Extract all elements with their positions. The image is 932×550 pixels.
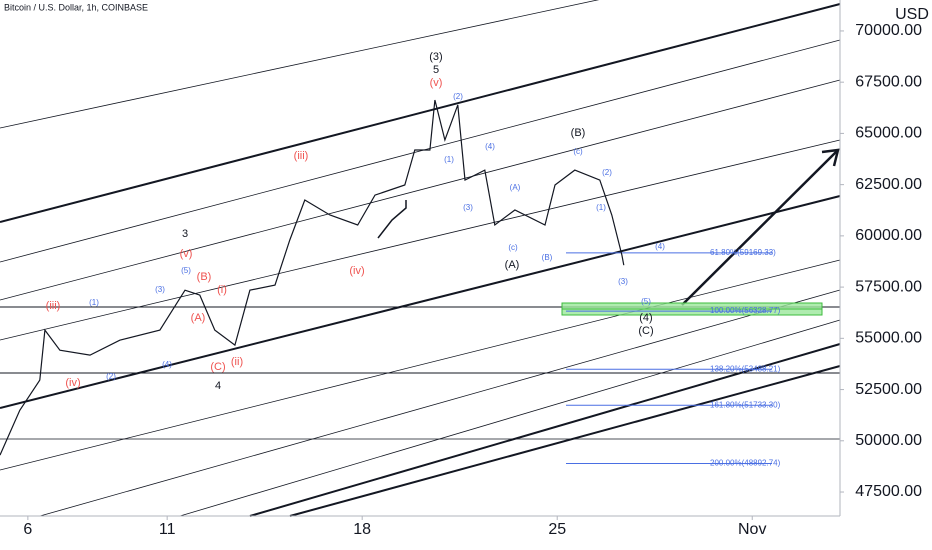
wave-label: (A)	[510, 183, 521, 192]
x-tick-label: 25	[548, 521, 566, 538]
wave-label: (A)	[191, 312, 206, 324]
y-tick-label: 62500.00	[855, 176, 922, 193]
y-tick-label: 67500.00	[855, 73, 922, 90]
wave-label: (ii)	[231, 356, 243, 368]
fib-label: 138.20%(53488.21)	[710, 364, 781, 373]
fib-levels: 61.80%(59169.33) 100.00%(56328.77) 138.20%…	[566, 248, 781, 468]
x-tick-label: Nov	[738, 521, 766, 538]
channel-line	[0, 39, 841, 263]
fib-label: 61.80%(59169.33)	[710, 248, 776, 257]
channel-line	[179, 319, 841, 517]
channel-line	[289, 365, 841, 517]
y-tick-label: 57500.00	[855, 278, 922, 295]
wave-label: (1)	[89, 298, 99, 307]
y-tick-label: 47500.00	[855, 483, 922, 500]
y-axis-label: USD	[895, 6, 929, 23]
wave-label: (4)	[655, 242, 665, 251]
wave-label: (3)	[463, 203, 473, 212]
wave-label: (5)	[181, 266, 191, 275]
channel-line	[39, 289, 841, 517]
channel-line	[0, 259, 841, 471]
y-tick-label: 52500.00	[855, 381, 922, 398]
wave-label: (B)	[542, 253, 553, 262]
wave-label: (B)	[197, 271, 212, 283]
axes: 47500.00 50000.00 52500.00 55000.00 57500.00…	[23, 22, 922, 538]
y-tick-label: 60000.00	[855, 227, 922, 244]
x-tick-label: 11	[159, 521, 176, 538]
x-tick-label: 18	[353, 521, 371, 538]
wave-label: 5	[433, 64, 439, 76]
wave-label: (3)	[429, 51, 442, 63]
wave-label: (2)	[453, 92, 463, 101]
wave-label: (3)	[155, 285, 165, 294]
price-line	[0, 99, 625, 456]
wave-label: (B)	[571, 127, 586, 139]
wave-label: (4)	[485, 142, 495, 151]
plot	[0, 99, 625, 456]
channel-line	[0, 0, 600, 129]
wave-label: (iii)	[46, 300, 61, 312]
wave-label: (iv)	[65, 377, 80, 389]
wave-label: (2)	[602, 168, 612, 177]
y-tick-label: 50000.00	[855, 432, 922, 449]
y-tick-label: 70000.00	[855, 22, 922, 39]
wave-label: 3	[182, 228, 188, 240]
wave-label: (1)	[444, 155, 454, 164]
wave-label: (i)	[217, 284, 227, 296]
wave-label: (3)	[618, 277, 628, 286]
wave-label: (4)	[162, 360, 172, 369]
channel-line	[0, 79, 841, 301]
channel-lines	[0, 0, 841, 517]
wave-sketch	[377, 200, 407, 239]
fib-label: 100.00%(56328.77)	[710, 306, 781, 315]
arrow-head	[821, 148, 840, 167]
wave-label: (5)	[641, 297, 651, 306]
wave-label: (4)	[639, 312, 652, 324]
wave-labels: (3)5(v)(2)(1)(4)(3)(A)(B)(A)(B)(c)(2)(1)…	[46, 51, 666, 392]
wave-label: (c)	[573, 147, 583, 156]
wave-label: (C)	[210, 361, 225, 373]
wave-label: (iii)	[294, 150, 309, 162]
wave-label: (c)	[508, 243, 518, 252]
wave-label: (C)	[638, 325, 653, 337]
y-tick-label: 55000.00	[855, 330, 922, 347]
wave-label: (A)	[505, 259, 520, 271]
wave-label: (2)	[106, 372, 116, 381]
wave-label: (iv)	[349, 265, 364, 277]
fib-label: 200.00%(48892.74)	[710, 459, 781, 468]
wave-label: (1)	[596, 203, 606, 212]
chart-title: Bitcoin / U.S. Dollar, 1h, COINBASE	[4, 2, 148, 12]
y-tick-label: 65000.00	[855, 125, 922, 142]
projection-arrow	[681, 149, 839, 306]
fib-label: 161.80%(51733.30)	[710, 400, 781, 409]
wave-label: 4	[215, 380, 221, 392]
wave-label: (v)	[430, 77, 443, 89]
channel-line	[0, 3, 841, 223]
x-tick-label: 6	[23, 521, 32, 538]
wave-label: (v)	[180, 248, 193, 260]
